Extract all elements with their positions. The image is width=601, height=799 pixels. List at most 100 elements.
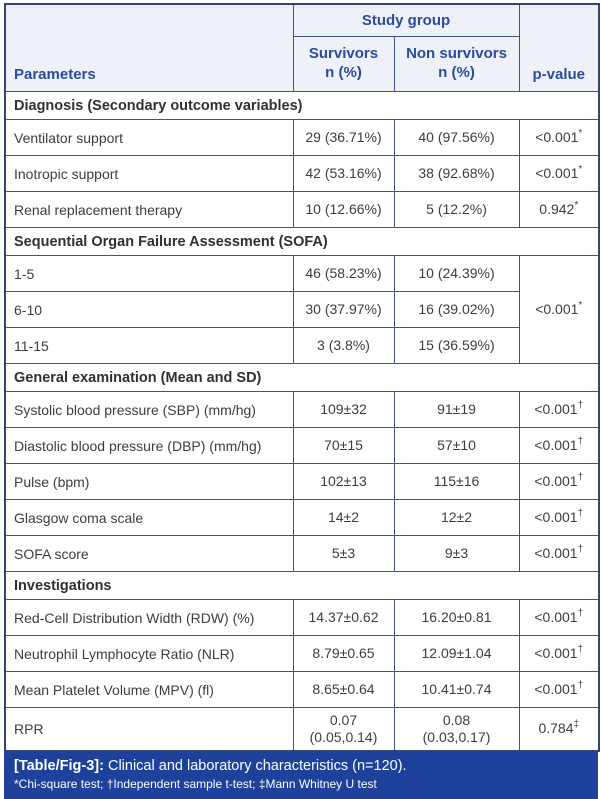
non-survivors-value: 57±10: [393, 427, 520, 464]
p-value-cell: <0.001†: [518, 671, 600, 708]
parameter-label: Red-Cell Distribution Width (RDW) (%): [4, 599, 294, 636]
non-survivors-value: 9±3: [393, 535, 520, 572]
p-value-marker: †: [577, 399, 584, 411]
non-survivors-value: 115±16: [393, 463, 520, 500]
p-value-marker: *: [578, 127, 583, 139]
p-value-marker: †: [577, 607, 584, 619]
p-value-marker: ‡: [573, 719, 580, 731]
survivors-value: 70±15: [292, 427, 395, 464]
table-row: Inotropic support 42 (53.16%) 38 (92.68%…: [4, 155, 600, 192]
table-row: Ventilator support 29 (36.71%) 40 (97.56…: [4, 119, 600, 156]
survivors-value: 102±13: [292, 463, 395, 500]
survivors-value: 10 (12.66%): [292, 191, 395, 228]
parameter-label: Ventilator support: [4, 119, 294, 156]
p-value-text: <0.001: [534, 644, 578, 661]
parameter-label: Neutrophil Lymphocyte Ratio (NLR): [4, 635, 294, 672]
survivors-value: 46 (58.23%): [292, 255, 395, 292]
p-value-cell: <0.001†: [518, 427, 600, 464]
table-row: 11-15 3 (3.8%) 15 (36.59%): [4, 327, 599, 364]
survivors-value: 14±2: [292, 499, 395, 536]
non-survivors-value: 16.20±0.81: [393, 599, 520, 636]
non-survivors-value: 16 (39.02%): [393, 291, 520, 328]
survivors-value: 29 (36.71%): [292, 119, 395, 156]
p-value-marker: *: [574, 199, 579, 211]
p-value-cell: <0.001†: [518, 391, 600, 428]
p-value-cell: <0.001†: [518, 599, 600, 636]
table-row: Renal replacement therapy 10 (12.66%) 5 …: [4, 191, 600, 228]
p-value-cell: 0.942*: [518, 191, 600, 228]
section-title-sofa: Sequential Organ Failure Assessment (SOF…: [4, 227, 600, 256]
non-survivors-value: 15 (36.59%): [393, 327, 520, 364]
table-row: Mean Platelet Volume (MPV) (fl) 8.65±0.6…: [4, 671, 600, 708]
clinical-characteristics-table: Parameters Study group p-value Survivors…: [4, 3, 601, 752]
survivors-value: 3 (3.8%): [292, 327, 395, 364]
table-row: 1-5 46 (58.23%) 10 (24.39%) <0.001*: [4, 255, 600, 364]
parameter-label: SOFA score: [4, 535, 294, 572]
p-value-marker: †: [577, 507, 584, 519]
p-value-cell: 0.784‡: [518, 707, 600, 752]
p-value-marker: †: [577, 679, 584, 691]
section-title-general-examination: General examination (Mean and SD): [4, 363, 600, 392]
section-title-diagnosis: Diagnosis (Secondary outcome variables): [4, 91, 600, 120]
survivors-value: 14.37±0.62: [292, 599, 395, 636]
section-header-row: Diagnosis (Secondary outcome variables): [4, 91, 600, 120]
parameter-label: Systolic blood pressure (SBP) (mm/hg): [4, 391, 294, 428]
parameter-label: 11-15: [4, 327, 294, 364]
parameter-label: RPR: [4, 707, 294, 752]
caption-text: Clinical and laboratory characteristics …: [107, 758, 407, 774]
parameter-label: Glasgow coma scale: [4, 499, 294, 536]
p-value-marker: †: [577, 543, 584, 555]
table-footnote: *Chi-square test; †Independent sample t-…: [14, 776, 377, 791]
p-value-marker: *: [578, 163, 583, 175]
table-row: Glasgow coma scale 14±2 12±2 <0.001†: [4, 499, 600, 536]
survivors-value: 0.07 (0.05,0.14): [292, 707, 395, 752]
table-row: 6-10 30 (37.97%) 16 (39.02%): [4, 291, 599, 328]
p-value-cell: <0.001†: [518, 635, 600, 672]
p-value-cell-merged: <0.001*: [518, 255, 600, 364]
survivors-value: 30 (37.97%): [292, 291, 395, 328]
p-value-marker: †: [577, 471, 584, 483]
p-value-text: 0.942: [539, 200, 575, 217]
table-row: SOFA score 5±3 9±3 <0.001†: [4, 535, 600, 572]
header-survivors: Survivors n (%): [292, 36, 395, 92]
table-caption: [Table/Fig-3]: Clinical and laboratory c…: [14, 757, 588, 776]
caption-bar: [Table/Fig-3]: Clinical and laboratory c…: [4, 752, 598, 799]
parameter-label: Mean Platelet Volume (MPV) (fl): [4, 671, 294, 708]
table-row: Red-Cell Distribution Width (RDW) (%) 14…: [4, 599, 600, 636]
table-row: Neutrophil Lymphocyte Ratio (NLR) 8.79±0…: [4, 635, 600, 672]
non-survivors-value: 40 (97.56%): [393, 119, 520, 156]
p-value-cell: <0.001†: [518, 499, 600, 536]
survivors-value: 109±32: [292, 391, 395, 428]
p-value-cell: <0.001†: [518, 535, 600, 572]
non-survivors-value: 10 (24.39%): [393, 255, 520, 292]
non-survivors-value: 10.41±0.74: [393, 671, 520, 708]
p-value-cell: <0.001*: [518, 155, 600, 192]
section-header-row: Sequential Organ Failure Assessment (SOF…: [4, 227, 600, 256]
parameter-label: Diastolic blood pressure (DBP) (mm/hg): [4, 427, 294, 464]
caption-label: [Table/Fig-3]:: [14, 758, 104, 774]
p-value-text: <0.001: [534, 608, 578, 625]
non-survivors-value: 38 (92.68%): [393, 155, 520, 192]
p-value-text: <0.001: [535, 164, 579, 181]
table-row: Pulse (bpm) 102±13 115±16 <0.001†: [4, 463, 600, 500]
p-value-marker: †: [577, 643, 584, 655]
p-value-text: 0.784: [538, 720, 574, 737]
p-value-text: <0.001: [534, 436, 578, 453]
table-row: Systolic blood pressure (SBP) (mm/hg) 10…: [4, 391, 600, 428]
table-row: RPR 0.07 (0.05,0.14) 0.08 (0.03,0.17) 0.…: [4, 707, 600, 752]
p-value-text: <0.001: [535, 128, 579, 145]
p-value-text: <0.001: [535, 300, 579, 317]
p-value-text: <0.001: [534, 400, 578, 417]
table-row: Diastolic blood pressure (DBP) (mm/hg) 7…: [4, 427, 600, 464]
p-value-marker: *: [578, 299, 583, 311]
section-title-investigations: Investigations: [4, 571, 600, 600]
non-survivors-value: 91±19: [393, 391, 520, 428]
parameter-label: Renal replacement therapy: [4, 191, 294, 228]
parameter-label: 1-5: [4, 255, 294, 292]
p-value-text: <0.001: [534, 508, 578, 525]
table-header: Parameters Study group p-value Survivors…: [4, 3, 600, 92]
survivors-value: 5±3: [292, 535, 395, 572]
p-value-cell: <0.001†: [518, 463, 600, 500]
p-value-text: <0.001: [534, 680, 578, 697]
